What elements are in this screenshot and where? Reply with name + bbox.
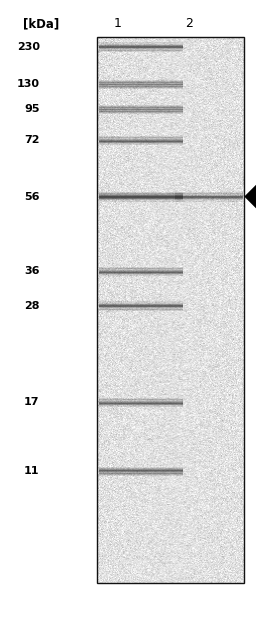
Bar: [99, 304, 183, 306]
Bar: [99, 193, 183, 195]
Bar: [99, 85, 183, 87]
Bar: [99, 271, 183, 273]
Bar: [99, 106, 183, 108]
Bar: [99, 303, 183, 305]
Bar: [175, 200, 243, 202]
Bar: [99, 309, 183, 311]
Bar: [175, 197, 243, 199]
Bar: [99, 275, 183, 276]
Bar: [99, 46, 183, 48]
Bar: [99, 112, 183, 114]
Bar: [99, 142, 183, 144]
Bar: [99, 141, 183, 143]
Bar: [99, 193, 183, 195]
Bar: [99, 111, 183, 113]
Bar: [99, 306, 183, 308]
Bar: [99, 144, 183, 145]
Bar: [99, 49, 183, 51]
Bar: [99, 270, 183, 271]
Polygon shape: [245, 183, 256, 210]
Bar: [99, 195, 183, 197]
Bar: [99, 86, 183, 88]
Bar: [99, 198, 183, 200]
Bar: [99, 404, 183, 406]
Bar: [99, 109, 183, 110]
Bar: [99, 406, 183, 407]
Bar: [99, 469, 183, 471]
Bar: [99, 472, 183, 474]
Bar: [175, 192, 243, 194]
Bar: [99, 194, 183, 196]
Bar: [99, 137, 183, 139]
Bar: [99, 105, 183, 107]
Bar: [99, 110, 183, 112]
Bar: [99, 272, 183, 274]
Bar: [99, 399, 183, 401]
Bar: [97, 37, 244, 583]
Text: 1: 1: [114, 17, 122, 30]
Bar: [99, 470, 183, 472]
Bar: [99, 474, 183, 476]
Bar: [175, 198, 243, 200]
Bar: [99, 136, 183, 138]
Text: 130: 130: [17, 79, 40, 89]
Bar: [99, 196, 183, 198]
Bar: [99, 398, 183, 400]
Bar: [175, 196, 243, 198]
Bar: [99, 82, 183, 84]
Bar: [99, 403, 183, 405]
Bar: [99, 267, 183, 269]
Bar: [99, 107, 183, 109]
Text: 72: 72: [24, 135, 40, 145]
Bar: [99, 50, 183, 52]
Bar: [99, 44, 183, 46]
Bar: [97, 37, 244, 583]
Text: 2: 2: [186, 17, 193, 30]
Text: 230: 230: [17, 42, 40, 52]
Text: [kDa]: [kDa]: [23, 17, 59, 30]
Bar: [99, 81, 183, 83]
Bar: [99, 401, 183, 402]
Bar: [99, 47, 183, 49]
Bar: [99, 305, 183, 307]
Bar: [99, 192, 183, 194]
Bar: [175, 193, 243, 195]
Bar: [99, 200, 183, 202]
Text: 56: 56: [24, 192, 40, 202]
Bar: [99, 87, 183, 89]
Bar: [99, 198, 183, 200]
Bar: [99, 195, 183, 197]
Bar: [99, 42, 183, 44]
Bar: [99, 402, 183, 404]
Bar: [99, 308, 183, 310]
Text: 28: 28: [24, 301, 40, 311]
Bar: [99, 467, 183, 469]
Text: 17: 17: [24, 397, 40, 407]
Bar: [175, 195, 243, 197]
Bar: [99, 197, 183, 199]
Text: 36: 36: [24, 266, 40, 276]
Bar: [99, 468, 183, 470]
Bar: [99, 473, 183, 475]
Text: 11: 11: [24, 466, 40, 476]
Bar: [99, 84, 183, 85]
Text: 95: 95: [24, 104, 40, 114]
Bar: [99, 140, 183, 142]
Bar: [99, 301, 183, 303]
Bar: [99, 196, 183, 198]
Bar: [99, 45, 183, 47]
Bar: [99, 139, 183, 140]
Bar: [99, 80, 183, 82]
Bar: [99, 273, 183, 275]
Bar: [99, 197, 183, 199]
Bar: [99, 268, 183, 270]
